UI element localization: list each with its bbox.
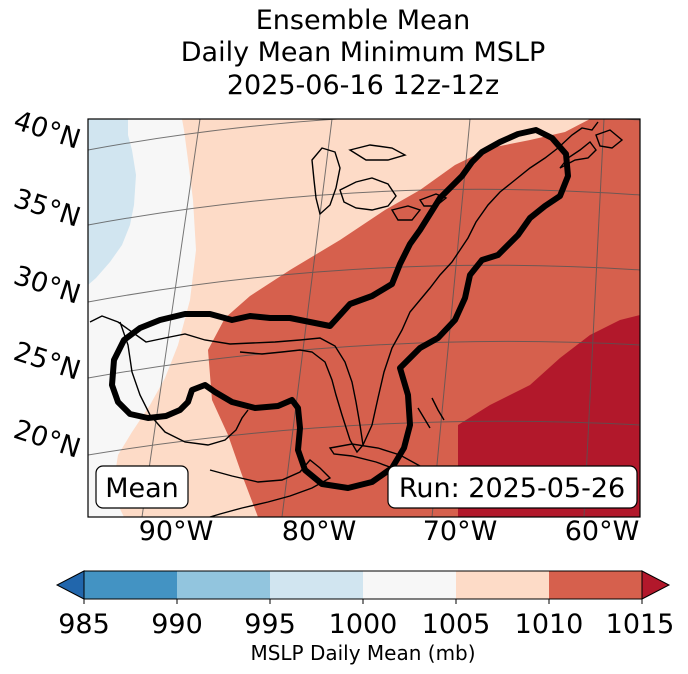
gulf-coast bbox=[89, 315, 364, 454]
lat-label-30n: 30°N bbox=[10, 260, 84, 311]
graticule bbox=[88, 119, 640, 517]
lon-label-60w: 60°W bbox=[565, 516, 640, 547]
run-label: Run: 2025-05-26 bbox=[399, 473, 625, 504]
parallel-20n bbox=[88, 420, 640, 456]
lat-label-25n: 25°N bbox=[10, 336, 84, 387]
map-frame bbox=[87, 118, 641, 518]
mean-label-box bbox=[95, 465, 189, 509]
colorbar-tick-1000: 1000 bbox=[329, 609, 398, 640]
contour-outline bbox=[109, 127, 571, 491]
mexico-coast bbox=[119, 321, 249, 446]
title-line-3: 2025-06-16 12z-12z bbox=[226, 70, 500, 101]
colorbar-tick-995: 995 bbox=[244, 609, 296, 640]
colorbar-bin-985-990 bbox=[84, 571, 177, 599]
colorbar-bin-995-1000 bbox=[270, 571, 363, 599]
colorbar-tick-985: 985 bbox=[58, 609, 110, 640]
nova-scotia-newfoundland bbox=[559, 129, 624, 169]
lon-label-80w: 80°W bbox=[282, 516, 357, 547]
meridian-60w bbox=[583, 119, 605, 517]
colorbar-tick-1015: 1015 bbox=[606, 609, 675, 640]
lon-label-70w: 70°W bbox=[423, 516, 498, 547]
colorbar-bin-1000-1005 bbox=[363, 571, 456, 599]
lat-label-35n: 35°N bbox=[10, 183, 84, 234]
lon-label-90w: 90°W bbox=[139, 516, 214, 547]
great-lakes bbox=[311, 144, 448, 221]
colorbar-title: MSLP Daily Mean (mb) bbox=[250, 641, 475, 665]
colorbar-bin-1005-1010 bbox=[456, 571, 549, 599]
colorbar-bin-1010-1015 bbox=[549, 571, 642, 599]
meridian-80w bbox=[281, 119, 333, 517]
colorbar: 985 990 995 1000 1005 1010 1015 MSLP Dai… bbox=[55, 570, 675, 665]
lat-label-20n: 20°N bbox=[10, 414, 84, 465]
title-line-1: Ensemble Mean bbox=[255, 5, 471, 36]
field-light-blue bbox=[88, 119, 136, 285]
meridian-70w bbox=[431, 119, 471, 517]
title-line-2: Daily Mean Minimum MSLP bbox=[180, 37, 546, 68]
colorbar-tick-990: 990 bbox=[151, 609, 203, 640]
parallel-30n bbox=[88, 264, 640, 303]
yucatan-central-america bbox=[209, 459, 332, 517]
run-label-box bbox=[387, 465, 638, 509]
colorbar-tick-1010: 1010 bbox=[515, 609, 584, 640]
colorbar-tick-1005: 1005 bbox=[422, 609, 491, 640]
colorbar-under-arrow bbox=[55, 570, 85, 600]
colorbar-bin-990-995 bbox=[177, 571, 270, 599]
lat-label-40n: 40°N bbox=[10, 105, 84, 156]
mean-label: Mean bbox=[105, 473, 179, 504]
colorbar-over-arrow bbox=[641, 570, 671, 600]
bahamas bbox=[417, 397, 445, 429]
parallel-40n bbox=[88, 119, 640, 151]
